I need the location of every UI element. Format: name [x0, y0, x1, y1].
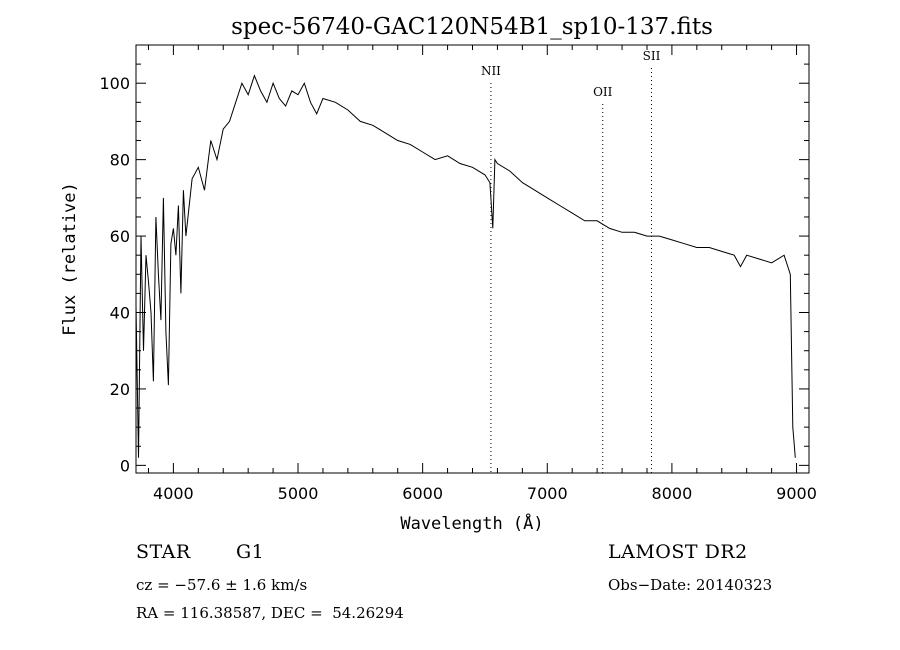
- spectrum-series-line: [135, 74, 796, 458]
- y-tick-label: 20: [110, 380, 130, 399]
- emission-line-label: OII: [593, 85, 613, 99]
- x-tick-label: 9000: [776, 484, 817, 503]
- x-axis-label: Wavelength (Å): [400, 512, 543, 534]
- x-tick-label: 8000: [652, 484, 693, 503]
- y-tick-label: 40: [110, 304, 130, 323]
- x-tick-label: 4000: [153, 484, 194, 503]
- y-tick-label: 0: [120, 456, 130, 475]
- axis-tick-labels: 4000 5000 6000 7000 8000 9000 0 20 40 60 80 100: [99, 74, 816, 503]
- y-tick-label: 60: [110, 227, 130, 246]
- ra-dec-text: RA = 116.38587, DEC = 54.26294: [136, 604, 404, 622]
- x-tick-label: 5000: [278, 484, 319, 503]
- plot-frame: [135, 44, 810, 474]
- emission-line-markers: NII OII SII: [481, 49, 661, 473]
- y-tick-label: 100: [99, 74, 130, 93]
- emission-line-label: SII: [643, 49, 661, 63]
- x-tick-label: 7000: [527, 484, 568, 503]
- axis-ticks: [136, 44, 809, 473]
- x-tick-label: 6000: [402, 484, 443, 503]
- chart-title: spec-56740-GAC120N54B1_sp10-137.fits: [231, 14, 713, 40]
- y-axis-label: Flux (relative): [60, 182, 80, 336]
- y-tick-label: 80: [110, 151, 130, 170]
- redshift-text: cz = −57.6 ± 1.6 km/s: [136, 576, 308, 594]
- object-subclass: G1: [236, 541, 265, 563]
- emission-line-label: NII: [481, 64, 501, 78]
- survey-name: LAMOST DR2: [608, 541, 748, 563]
- obs-date-text: Obs−Date: 20140323: [608, 576, 773, 594]
- object-class: STAR: [136, 541, 191, 563]
